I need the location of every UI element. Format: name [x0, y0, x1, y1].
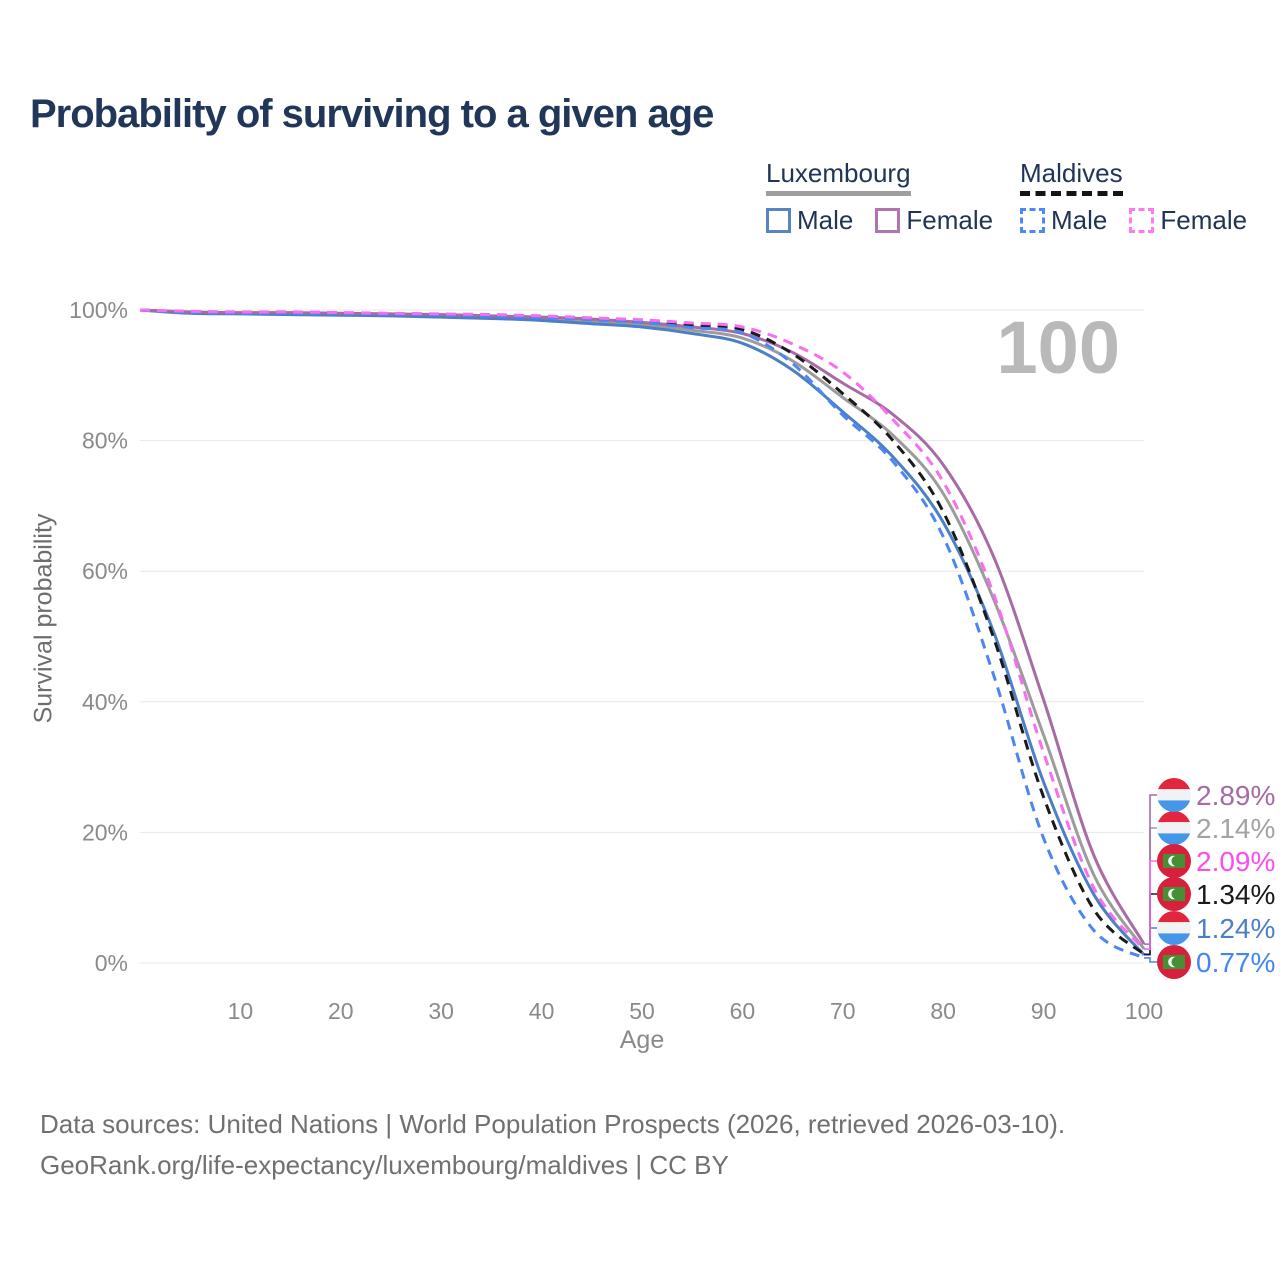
y-tick-label: 100% — [69, 297, 128, 323]
hover-age-watermark: 100 — [997, 306, 1120, 389]
series-line-luxembourg-male[interactable] — [139, 308, 1146, 956]
maldives-flag-icon — [1157, 844, 1191, 878]
y-tick-label: 40% — [82, 689, 128, 715]
legend-item-label: Female — [906, 205, 994, 235]
legend-group-title: Luxembourg — [766, 158, 911, 196]
luxembourg-flag-icon — [1157, 911, 1191, 945]
grid-layer: 0% 20% 40% 60% 80% 100% — [69, 297, 1144, 976]
legend-group-title: Maldives — [1020, 158, 1123, 196]
legend-item-luxembourg-female[interactable]: Female — [875, 205, 993, 236]
series-line-maldives-female[interactable] — [139, 308, 1146, 951]
legend-item-luxembourg-male[interactable]: Male — [766, 205, 853, 236]
series-line-maldives-male[interactable] — [139, 308, 1145, 960]
footer-line-2: GeoRank.org/life-expectancy/luxembourg/m… — [40, 1150, 729, 1180]
x-tick-label: 30 — [428, 998, 454, 1024]
x-tick-label: 70 — [830, 998, 856, 1024]
maldives-flag-icon — [1157, 877, 1191, 911]
x-tick-label: 40 — [529, 998, 555, 1024]
legend-swatch-dashed[interactable] — [1020, 208, 1045, 233]
footer-line-1: Data sources: United Nations | World Pop… — [40, 1109, 1066, 1139]
leader-line-maldives-female — [1144, 860, 1157, 951]
series-line-maldives-both[interactable] — [139, 308, 1145, 956]
end-value-label-maldives-female: 2.09% — [1196, 846, 1275, 877]
x-tick-label: 100 — [1125, 998, 1163, 1024]
y-tick-label: 60% — [82, 558, 128, 584]
survival-chart: 0% 20% 40% 60% 80% 100% 100 2.14% 1.24% 2.89% 1.… — [69, 297, 1275, 1054]
luxembourg-flag-icon — [1157, 778, 1191, 812]
y-tick-label: 80% — [82, 428, 128, 454]
y-tick-label: 0% — [95, 950, 128, 976]
page-title: Probability of surviving to a given age — [30, 92, 714, 136]
legend-item-label: Male — [1051, 205, 1108, 235]
x-axis-layer: 10 20 30 40 50 60 70 80 90 100 — [228, 998, 1164, 1024]
legend-items: Male Female — [766, 205, 1015, 236]
leader-line-maldives-male — [1144, 957, 1157, 963]
end-value-label-luxembourg-female: 2.89% — [1196, 780, 1275, 811]
legend-swatch-solid[interactable] — [875, 208, 901, 233]
legend-swatch-dashed[interactable] — [1129, 208, 1155, 233]
y-tick-label: 20% — [82, 819, 128, 845]
x-tick-label: 50 — [629, 998, 655, 1024]
x-tick-label: 60 — [730, 998, 756, 1024]
data-source-footer: Data sources: United Nations | World Pop… — [40, 1104, 1065, 1186]
series-layer — [139, 308, 1146, 960]
luxembourg-flag-icon — [1157, 811, 1191, 845]
x-tick-label: 10 — [228, 998, 254, 1024]
end-value-label-maldives-male: 0.77% — [1196, 947, 1275, 978]
series-line-luxembourg-female[interactable] — [139, 308, 1146, 945]
end-value-label-maldives-both: 1.34% — [1196, 879, 1275, 910]
legend-group-luxembourg: Luxembourg Male Female — [766, 158, 1015, 236]
legend-item-label: Female — [1160, 205, 1248, 235]
legend-item-maldives-female[interactable]: Female — [1129, 205, 1247, 236]
legend-item-label: Male — [797, 205, 854, 235]
end-value-label-luxembourg-male: 1.24% — [1196, 913, 1275, 944]
chart-legend: Luxembourg Male Female Maldives Male Female — [0, 158, 1280, 250]
x-tick-label: 20 — [328, 998, 354, 1024]
x-tick-label: 80 — [930, 998, 956, 1024]
maldives-flag-icon — [1157, 945, 1191, 979]
legend-swatch-solid[interactable] — [766, 208, 791, 233]
legend-group-maldives: Maldives Male Female — [1020, 158, 1269, 236]
legend-item-maldives-male[interactable]: Male — [1020, 205, 1107, 236]
legend-items: Male Female — [1020, 205, 1269, 236]
x-axis-title: Age — [620, 1026, 664, 1054]
end-value-label-luxembourg-both: 2.14% — [1196, 813, 1275, 844]
end-annotation-layer: 2.14% 1.24% 2.89% 1.34% 0.77% 2.09% — [1144, 778, 1275, 979]
x-tick-label: 90 — [1031, 998, 1057, 1024]
